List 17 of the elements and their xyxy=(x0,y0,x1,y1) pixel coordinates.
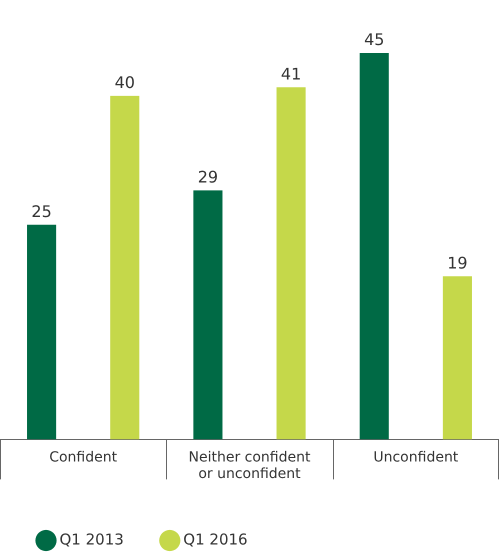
data-label: 41 xyxy=(280,64,302,84)
data-label: 25 xyxy=(31,202,52,221)
bar xyxy=(27,224,56,440)
x-tick-label: Neither confident or unconfident xyxy=(188,449,311,482)
data-label: 29 xyxy=(198,168,218,187)
data-label: 45 xyxy=(364,30,384,50)
bar xyxy=(110,96,140,440)
x-tick-label: Unconfident xyxy=(373,449,459,466)
bar xyxy=(360,52,389,440)
data-label: 19 xyxy=(447,253,468,272)
x-tick-label: Confident xyxy=(49,449,118,466)
bar xyxy=(442,276,472,440)
bar xyxy=(193,190,222,440)
legend-label: Q1 2013 xyxy=(60,530,124,548)
bar xyxy=(276,87,306,440)
legend-label: Q1 2016 xyxy=(183,530,248,548)
data-label: 40 xyxy=(114,73,135,92)
